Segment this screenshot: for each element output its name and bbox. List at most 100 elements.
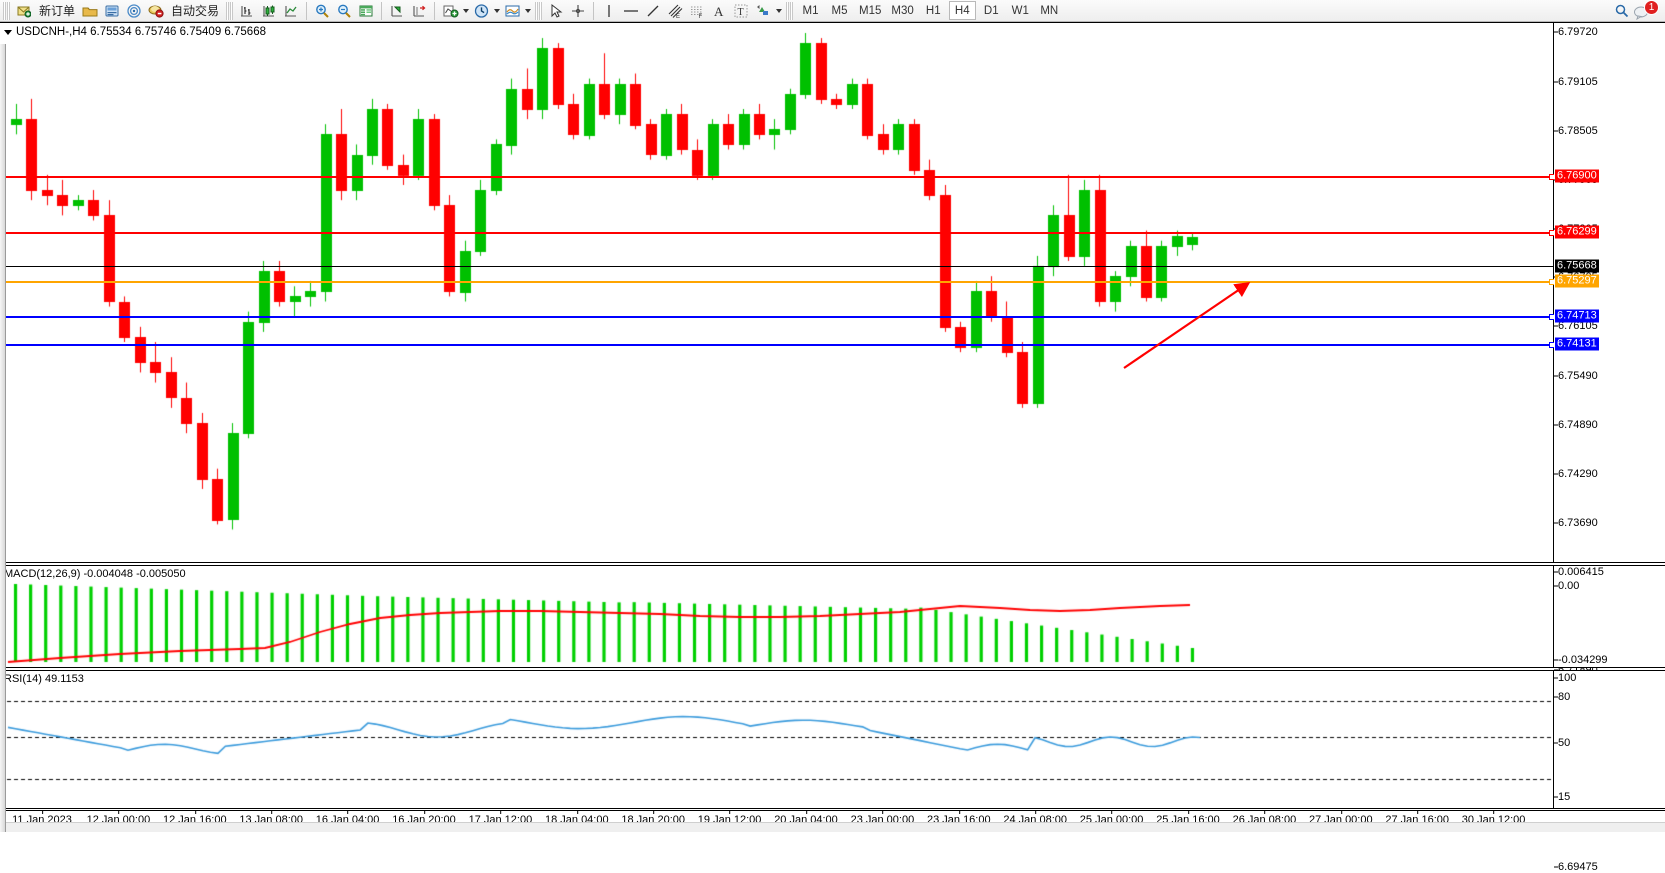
current-price-line[interactable] <box>0 266 1554 267</box>
line-chart-icon[interactable] <box>280 1 302 21</box>
price-tick: 6.79105 <box>1558 76 1598 88</box>
price-pane[interactable]: USDCNH-,H4 6.75534 6.75746 6.75409 6.756… <box>0 22 1665 873</box>
macd-tick: -0.034299 <box>1558 654 1608 666</box>
toolbar-grip-draw[interactable] <box>535 1 543 20</box>
terminal-icon[interactable] <box>101 1 123 21</box>
bar-chart-icon[interactable] <box>236 1 258 21</box>
folder-icon[interactable] <box>79 1 101 21</box>
price-plot-area[interactable]: USDCNH-,H4 6.75534 6.75746 6.75409 6.756… <box>0 23 1554 562</box>
add-indicator-icon[interactable] <box>439 1 461 21</box>
autotrade-button[interactable]: 自动交易 <box>171 4 220 18</box>
notification-bubble-icon[interactable]: 1 <box>1633 0 1659 21</box>
macd-tick: 0.00 <box>1558 580 1580 592</box>
line-handle[interactable] <box>1549 314 1554 320</box>
new-order-icon[interactable] <box>13 1 35 21</box>
resistance-line-1[interactable] <box>0 174 1554 180</box>
timeframe-m15[interactable]: M15 <box>859 4 882 17</box>
macd-label: MACD(12,26,9) -0.004048 -0.005050 <box>4 568 186 580</box>
macd-tick: 0.006415 <box>1558 566 1604 578</box>
price-tick: 6.73690 <box>1558 517 1598 529</box>
timeframe-m1[interactable]: M1 <box>802 4 819 17</box>
signal-icon[interactable] <box>123 1 145 21</box>
candlestick-chart-icon[interactable] <box>258 1 280 21</box>
main-toolbar: 新订单 自动交易 <box>0 0 1665 22</box>
chart-shift-icon[interactable] <box>408 1 430 21</box>
macd-plot-area[interactable]: MACD(12,26,9) -0.004048 -0.005050 <box>0 566 1554 667</box>
candlestick-canvas <box>0 23 1554 562</box>
rsi-pane[interactable]: RSI(14) 49.1153 100 80 50 15 <box>0 670 1665 809</box>
text-icon[interactable]: T <box>730 1 752 21</box>
rsi-plot-area[interactable]: RSI(14) 49.1153 <box>0 671 1554 808</box>
timeframe-h1[interactable]: H1 <box>925 4 941 17</box>
timeframe-m5[interactable]: M5 <box>831 4 848 17</box>
price-tick: 6.78505 <box>1558 125 1598 137</box>
chart-menu-caret-icon[interactable] <box>4 29 12 35</box>
line-handle[interactable] <box>1549 279 1554 285</box>
rsi-canvas <box>0 671 1554 808</box>
new-order-button[interactable]: 新订单 <box>39 4 76 18</box>
equidistant-channel-icon[interactable]: E <box>664 1 686 21</box>
rsi-tick: 50 <box>1558 737 1571 749</box>
rsi-scale: 100 80 50 15 <box>1554 671 1665 808</box>
status-bar <box>0 822 1665 832</box>
zoom-in-icon[interactable] <box>311 1 333 21</box>
rsi-scale-divider <box>1553 671 1554 808</box>
timeframe-h4[interactable]: H4 <box>948 1 976 20</box>
line-handle[interactable] <box>1549 230 1554 236</box>
horizontal-line-icon[interactable] <box>620 1 642 21</box>
left-scrollbar[interactable] <box>0 44 6 832</box>
timeframe-m30[interactable]: M30 <box>891 4 914 17</box>
toolbar-separator-4 <box>593 1 595 20</box>
resistance-line-2-tag: 6.76299 <box>1555 225 1599 239</box>
price-tick: 6.69475 <box>1558 861 1598 873</box>
trendline-icon[interactable] <box>642 1 664 21</box>
notification-count: 1 <box>1644 0 1659 15</box>
crosshair-icon[interactable] <box>567 1 589 21</box>
auto-scroll-icon[interactable] <box>386 1 408 21</box>
svg-text:E: E <box>676 14 680 19</box>
search-icon[interactable] <box>1611 1 1633 21</box>
templates-icon[interactable] <box>501 1 523 21</box>
vertical-line-icon[interactable] <box>598 1 620 21</box>
svg-text:A: A <box>714 4 724 19</box>
toolbar-grip-charts[interactable] <box>226 1 234 20</box>
cursor-icon[interactable] <box>545 1 567 21</box>
price-scale-divider <box>1553 23 1554 562</box>
text-label-icon[interactable]: A <box>708 1 730 21</box>
period-icon[interactable] <box>470 1 492 21</box>
macd-pane[interactable]: MACD(12,26,9) -0.004048 -0.005050 0.0064… <box>0 565 1665 668</box>
chart-container[interactable]: USDCNH-,H4 6.75534 6.75746 6.75409 6.756… <box>0 22 1665 873</box>
line-handle[interactable] <box>1549 342 1554 348</box>
support-line-2-tag: 6.74131 <box>1555 337 1599 351</box>
price-tick: 6.74890 <box>1558 419 1598 431</box>
symbol-header[interactable]: USDCNH-,H4 6.75534 6.75746 6.75409 6.756… <box>4 26 266 38</box>
pivot-line[interactable] <box>0 279 1554 285</box>
macd-scale: 0.006415 0.00 -0.034299 <box>1554 566 1665 667</box>
toolbar-grip-timeframes[interactable] <box>786 1 794 20</box>
support-line-1-tag: 6.74713 <box>1555 309 1599 323</box>
rsi-label: RSI(14) 49.1153 <box>4 673 84 685</box>
shapes-dropdown-arrow-icon[interactable] <box>774 1 783 21</box>
toolbar-grip[interactable] <box>3 1 10 20</box>
timeframe-w1[interactable]: W1 <box>1011 4 1029 17</box>
line-handle[interactable] <box>1549 174 1554 180</box>
macd-canvas <box>0 566 1554 667</box>
zoom-out-icon[interactable] <box>333 1 355 21</box>
timeframe-d1[interactable]: D1 <box>983 4 999 17</box>
support-line-1[interactable] <box>0 314 1554 320</box>
price-scale[interactable]: 6.797206.791056.785056.779056.773056.767… <box>1554 23 1665 873</box>
timeframe-mn[interactable]: MN <box>1040 4 1059 17</box>
autotrade-icon[interactable] <box>145 1 167 21</box>
rsi-tick: 80 <box>1558 691 1571 703</box>
fibonacci-icon[interactable]: F <box>686 1 708 21</box>
svg-text:T: T <box>738 7 744 18</box>
shapes-icon[interactable] <box>752 1 774 21</box>
add-indicator-dropdown-arrow-icon[interactable] <box>461 1 470 21</box>
toolbar-separator-1 <box>306 1 308 20</box>
resistance-line-2[interactable] <box>0 230 1554 236</box>
period-dropdown-arrow-icon[interactable] <box>492 1 501 21</box>
data-window-icon[interactable] <box>355 1 377 21</box>
templates-dropdown-arrow-icon[interactable] <box>523 1 532 21</box>
price-tick: 6.79720 <box>1558 26 1598 38</box>
support-line-2[interactable] <box>0 342 1554 348</box>
